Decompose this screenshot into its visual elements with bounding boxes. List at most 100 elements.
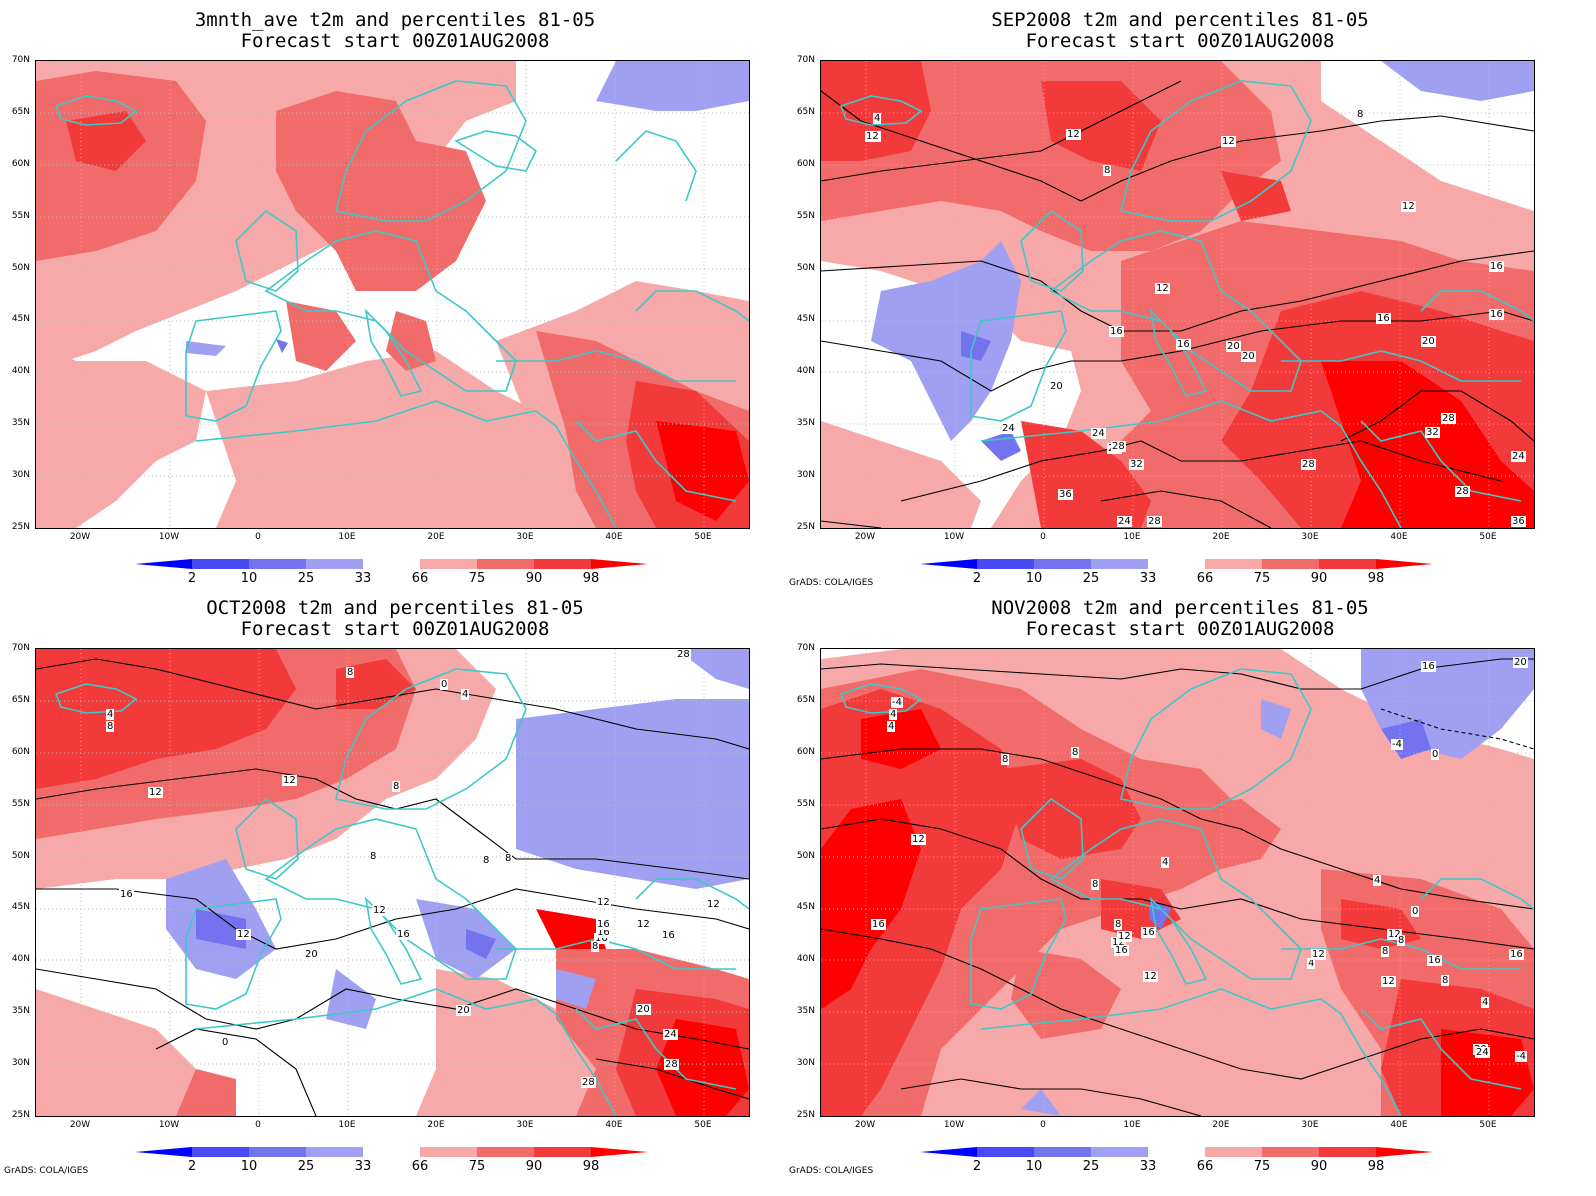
contour-label: 16 [1489, 309, 1504, 320]
colorbar-swatch [534, 559, 591, 569]
contour-label: 24 [1117, 516, 1132, 527]
colorbar-label: 75 [468, 1159, 486, 1174]
lat-label: 30N [11, 470, 30, 480]
lat-label: 70N [11, 55, 30, 65]
colorbar-label: 98 [1367, 571, 1385, 586]
contour-label: 24 [1001, 423, 1016, 434]
contour-label: 12 [1381, 976, 1396, 987]
colorbar-label: 33 [354, 571, 372, 586]
contour-label: 4 [873, 113, 882, 124]
contour-label: 12 [1066, 129, 1081, 140]
contour-label: 28 [664, 1059, 679, 1070]
lat-label: 65N [796, 695, 815, 705]
colorbar-swatch [420, 1147, 477, 1157]
lon-label: 0 [1040, 1120, 1046, 1130]
panel-oct2008: OCT2008 t2m and percentiles 81-05 Foreca… [0, 588, 790, 1188]
colorbar-label: 10 [240, 571, 258, 586]
colorbar: 2 10 25 33 66 75 90 98 [920, 1146, 1435, 1176]
coastlines [54, 668, 749, 1116]
lon-label: 20W [854, 1120, 876, 1130]
lon-label: 50E [1479, 1120, 1497, 1130]
colorbar-swatch [920, 559, 977, 569]
contour-label: 8 [591, 941, 600, 952]
lon-label: 0 [255, 1120, 261, 1130]
lon-label: 30E [1301, 1120, 1319, 1130]
colorbar-label: 10 [1025, 1159, 1043, 1174]
contour-label: 16 [596, 927, 611, 938]
contour-label: 24 [663, 1029, 678, 1040]
panel-title-line1: OCT2008 t2m and percentiles 81-05 [206, 597, 584, 619]
lon-label: 50E [694, 532, 712, 542]
contour-label: 28 [1301, 459, 1316, 470]
contour-label: 0 [1431, 749, 1440, 760]
contour-label: 12 [865, 131, 880, 142]
lat-label: 25N [11, 1110, 30, 1120]
lat-label: 30N [796, 1058, 815, 1068]
colorbar-swatch [1148, 559, 1205, 569]
map-area: 4812128128121616121620201620162024242428… [820, 60, 1535, 529]
lat-label: 40N [796, 954, 815, 964]
colorbar-label: 25 [1082, 1159, 1100, 1174]
contour-label: 20 [456, 1005, 471, 1016]
lat-label: 55N [796, 799, 815, 809]
colorbar-swatch [1205, 559, 1262, 569]
colorbar-swatch [977, 559, 1034, 569]
lon-label: 10W [943, 532, 965, 542]
contour-label: 4 [887, 721, 896, 732]
contour-label: 8 [1397, 935, 1406, 946]
colorbar: 2 10 25 33 66 75 90 98 [135, 1146, 650, 1176]
lat-label: 25N [796, 1110, 815, 1120]
panel-title-line2: Forecast start 00Z01AUG2008 [1025, 30, 1335, 52]
map-area: 0 4 8 8 12 12 8 4 8 8 8 16 12 16 16 12 20 12 16 16 12 12 16 8 20… [35, 648, 750, 1117]
contour-label: -4 [1515, 1051, 1527, 1062]
colorbar-swatch [135, 559, 192, 569]
contour-label: 0 [221, 1037, 230, 1048]
colorbar-swatch [1376, 559, 1433, 569]
colorbar-swatch [977, 1147, 1034, 1157]
contour-label: 28 [1147, 516, 1162, 527]
colorbar-label: 66 [411, 1159, 429, 1174]
colorbar-label: 2 [972, 1159, 982, 1174]
panel-title-line2: Forecast start 00Z01AUG2008 [1025, 618, 1335, 640]
colorbar-swatch [477, 1147, 534, 1157]
lon-label: 20E [1212, 1120, 1230, 1130]
colorbar-swatch [249, 1147, 306, 1157]
contour-label: 8 [1441, 975, 1450, 986]
colorbar-swatch [1319, 1147, 1376, 1157]
coastlines [839, 80, 1534, 528]
colorbar-label: 75 [1253, 1159, 1271, 1174]
lat-label: 60N [796, 747, 815, 757]
contour-label: 16 [594, 933, 609, 944]
lat-label: 30N [796, 470, 815, 480]
contour-label: 16 [1427, 955, 1442, 966]
lon-label: 10E [1123, 532, 1141, 542]
contour-label: 36 [1058, 489, 1073, 500]
contour-label: 16 [1114, 945, 1129, 956]
contour-label: 12 [911, 834, 926, 845]
contour-label: 16 [661, 930, 676, 941]
lat-label: 35N [796, 1006, 815, 1016]
colorbar-swatch [1319, 559, 1376, 569]
contour-label: 12 [706, 899, 721, 910]
lat-label: 65N [796, 107, 815, 117]
contour-label: 16 [871, 919, 886, 930]
contour-label: 24 [1091, 428, 1106, 439]
lon-label: 40E [605, 1120, 623, 1130]
contour-label: 28 [1111, 441, 1126, 452]
contour-label: 12 [1111, 937, 1126, 948]
lon-label: 20W [69, 1120, 91, 1130]
lat-label: 60N [11, 747, 30, 757]
colorbar-label: 2 [972, 571, 982, 586]
colorbar-swatch [1034, 559, 1091, 569]
colorbar-swatch [534, 1147, 591, 1157]
lon-label: 0 [255, 532, 261, 542]
colorbar-svg [920, 1147, 1433, 1157]
contour-label: 4 [1481, 997, 1490, 1008]
panel-title-line1: 3mnth_ave t2m and percentiles 81-05 [194, 9, 596, 31]
lon-label: 20E [427, 1120, 445, 1130]
colorbar-swatch [1148, 1147, 1205, 1157]
contour-label: 8 [346, 667, 355, 678]
lat-label: 40N [796, 366, 815, 376]
lon-label: 10W [943, 1120, 965, 1130]
lat-label: 45N [11, 902, 30, 912]
